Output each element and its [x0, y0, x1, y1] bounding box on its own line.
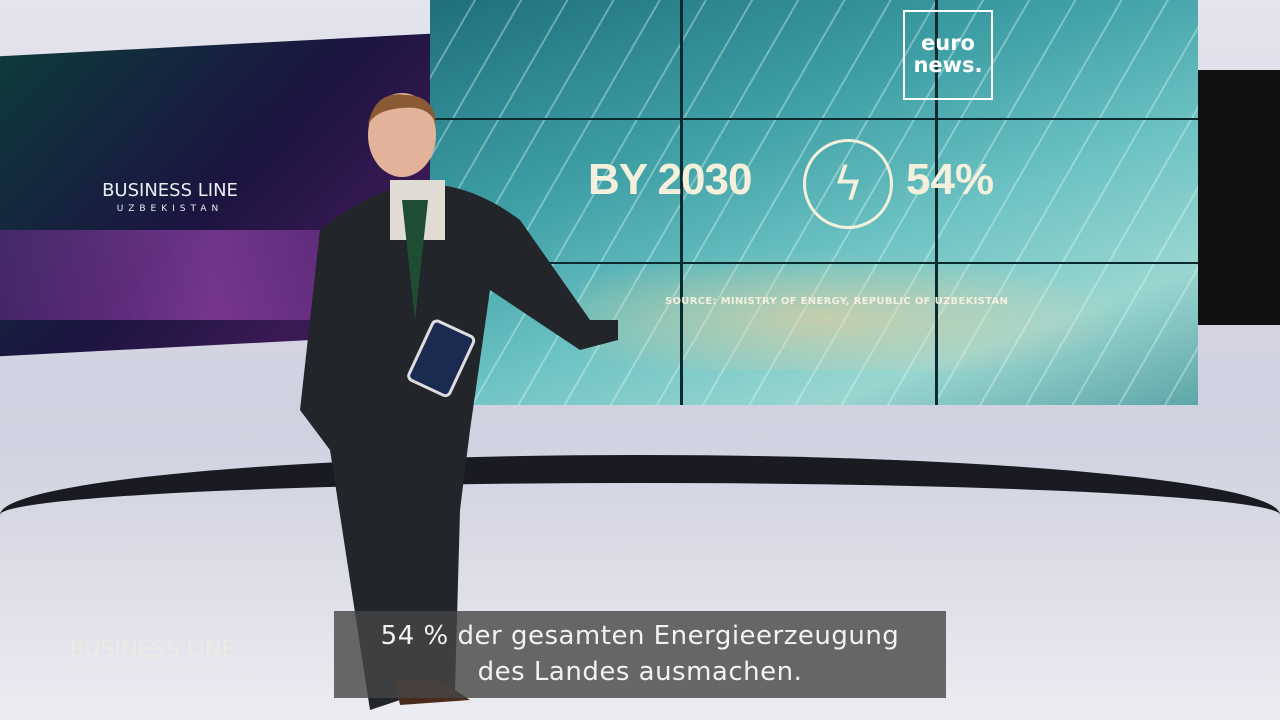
wall-seam	[430, 262, 1198, 264]
presenter	[300, 93, 618, 710]
lightning-bolt-icon: ϟ	[803, 139, 893, 229]
subtitle-line-2: des Landes ausmachen.	[477, 657, 803, 687]
subtitle-line-1: 54 % der gesamten Energieerzeugung	[380, 621, 900, 651]
euronews-logo: euro news.	[903, 10, 993, 100]
percentage-value: 54%	[906, 155, 995, 204]
watermark-subtitle: UZBEKISTAN	[76, 664, 229, 675]
wall-seam	[680, 0, 683, 405]
left-screen-subtitle: UZBEKISTAN	[116, 204, 224, 214]
subtitle-box: 54 % der gesamten Energieerzeugung des L…	[334, 611, 946, 698]
video-wall	[430, 0, 1198, 405]
right-screen	[1198, 70, 1280, 325]
wall-seam	[935, 0, 938, 405]
logo-text: euro news.	[913, 31, 983, 77]
left-screen-title: BUSINESS LINE	[102, 180, 238, 201]
headline-year: BY 2030	[588, 155, 752, 204]
watermark-title: BUSINESS LINE	[69, 638, 236, 663]
source-note: SOURCE: MINISTRY OF ENERGY, REPUBLIC OF …	[665, 296, 1009, 307]
wall-seam	[430, 118, 1198, 120]
